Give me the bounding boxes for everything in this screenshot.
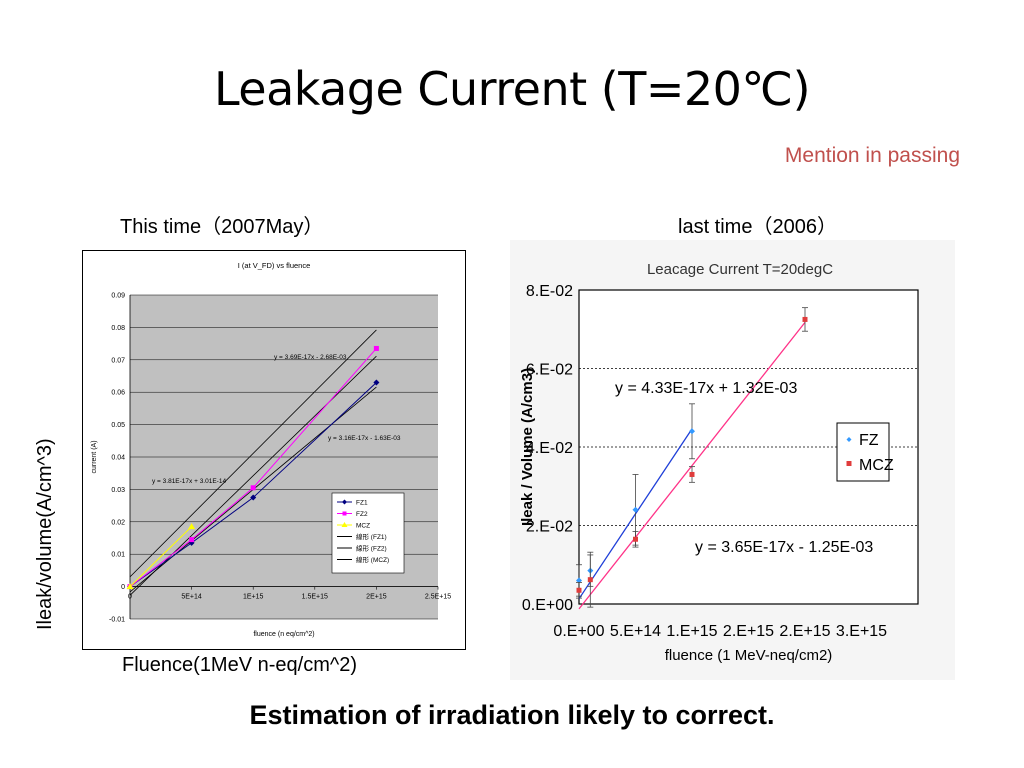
left-x-tick-label: 2.5E+15 (425, 594, 451, 601)
right-fit-equation-fz: y = 4.33E-17x + 1.32E-03 (615, 380, 797, 397)
left-y-tick-label: 0.02 (111, 519, 125, 526)
left-point-mcz (188, 523, 196, 530)
left-point-fz2 (373, 345, 379, 351)
right-point-fz (576, 577, 582, 584)
left-legend-label: 線形 (MCZ) (356, 555, 389, 564)
left-legend-label: 線形 (FZ2) (356, 544, 387, 553)
right-x-tick-label: 2.E+15 (723, 623, 774, 640)
left-series-line (129, 526, 192, 587)
left-legend-marker (341, 522, 348, 527)
left-chart-outer-ylabel: Ileak/volume(A/cm^3) (34, 438, 56, 630)
right-point-fz (689, 428, 695, 435)
right-x-axis-label: fluence (1 MeV-neq/cm2) (665, 647, 833, 664)
left-x-tick-label: 0 (128, 594, 132, 601)
left-chart: I (at V_FD) vs fluence -0.01 0 0.01 0.02 0.03… (82, 250, 466, 650)
right-legend-marker-fz (846, 437, 852, 442)
left-x-tick-label: 1E+15 (243, 594, 264, 601)
right-y-axis-label: Ileak / Volume (A/cm3) (519, 368, 536, 526)
right-chart-title: Leacage Current T=20degC (647, 261, 833, 278)
right-point-mcz (587, 577, 593, 583)
right-legend-label-fz: FZ (859, 432, 879, 449)
right-point-mcz (689, 471, 695, 477)
left-chart-caption: This time（2007May） (120, 216, 324, 238)
right-y-tick-label: 8.E-02 (526, 283, 573, 300)
left-y-tick-label: 0 (121, 584, 125, 591)
right-legend-marker-mcz (846, 461, 852, 466)
left-legend-marker (342, 511, 347, 516)
right-x-tick-label: 3.E+15 (836, 623, 887, 640)
left-legend-label: FZ2 (356, 511, 368, 518)
left-chart-title: I (at V_FD) vs fluence (238, 261, 311, 270)
left-legend-label: FZ1 (356, 500, 368, 507)
left-point-fz2 (250, 485, 256, 491)
right-y-tick-label: 4.E-02 (526, 440, 573, 457)
right-point-mcz (576, 587, 582, 593)
right-x-tick-label: 0.E+00 (553, 623, 604, 640)
left-point-mcz (126, 583, 134, 590)
left-y-tick-label: 0.01 (111, 552, 125, 559)
left-x-tick-label: 1.5E+15 (302, 594, 328, 601)
left-x-tick-label: 5E+14 (181, 594, 202, 601)
left-y-tick-label: 0.07 (111, 357, 125, 364)
right-legend-box (836, 422, 890, 482)
left-fit-equation: y = 3.81E-17x + 3.01E-14 (152, 478, 226, 485)
right-legend-label-mcz: MCZ (859, 457, 894, 474)
passing-note: Mention in passing (784, 144, 960, 167)
left-fit-equation: y = 3.16E-17x - 1.63E-03 (328, 435, 401, 442)
left-point-fz1 (373, 379, 380, 386)
left-y-tick-label: 0.08 (111, 325, 125, 332)
footer-message: Estimation of irradiation likely to corr… (249, 700, 775, 730)
left-x-axis-label: fluence (n eq/cm^2) (253, 631, 314, 638)
left-legend-label: MCZ (356, 523, 370, 530)
left-y-tick-label: 0.06 (111, 390, 125, 397)
right-x-tick-label: 1.E+15 (666, 623, 717, 640)
left-y-tick-label: 0.09 (111, 293, 125, 300)
right-x-tick-label: 5.E+14 (610, 623, 661, 640)
left-legend-marker (342, 499, 347, 505)
left-point-fz2 (189, 537, 195, 543)
left-legend-label: 線形 (FZ1) (356, 532, 387, 541)
left-chart-outer-xlabel: Fluence(1MeV n-eq/cm^2) (122, 654, 358, 676)
left-y-tick-label: 0.05 (111, 422, 125, 429)
left-y-tick-label: 0.04 (111, 455, 125, 462)
right-chart: Leacage Current T=20degC 0.E+00 2.E-02 4.E-… (510, 240, 955, 680)
left-series-line (129, 348, 377, 587)
left-fit-line (129, 329, 377, 578)
slide-title: Leakage Current (T=20℃) (213, 62, 811, 116)
left-fit-equation: y = 3.69E-17x - 2.68E-03 (274, 354, 347, 361)
right-chart-caption: last time（2006） (678, 216, 837, 238)
left-y-axis-label: current (A) (91, 440, 98, 473)
left-point-fz1 (250, 494, 257, 501)
right-y-tick-label: 0.E+00 (522, 597, 573, 614)
right-fit-equation-mcz: y = 3.65E-17x - 1.25E-03 (695, 539, 873, 556)
left-y-tick-label: 0.03 (111, 487, 125, 494)
right-y-tick-label: 2.E-02 (526, 519, 573, 536)
right-fit-line (578, 321, 806, 610)
right-y-tick-label: 6.E-02 (526, 362, 573, 379)
left-x-tick-label: 2E+15 (366, 594, 387, 601)
right-point-fz (632, 506, 639, 513)
right-x-tick-label: 2.E+15 (779, 623, 830, 640)
left-series-line (129, 382, 377, 588)
left-y-tick-label: -0.01 (109, 617, 125, 624)
right-point-mcz (633, 536, 638, 542)
right-point-mcz (802, 316, 808, 322)
